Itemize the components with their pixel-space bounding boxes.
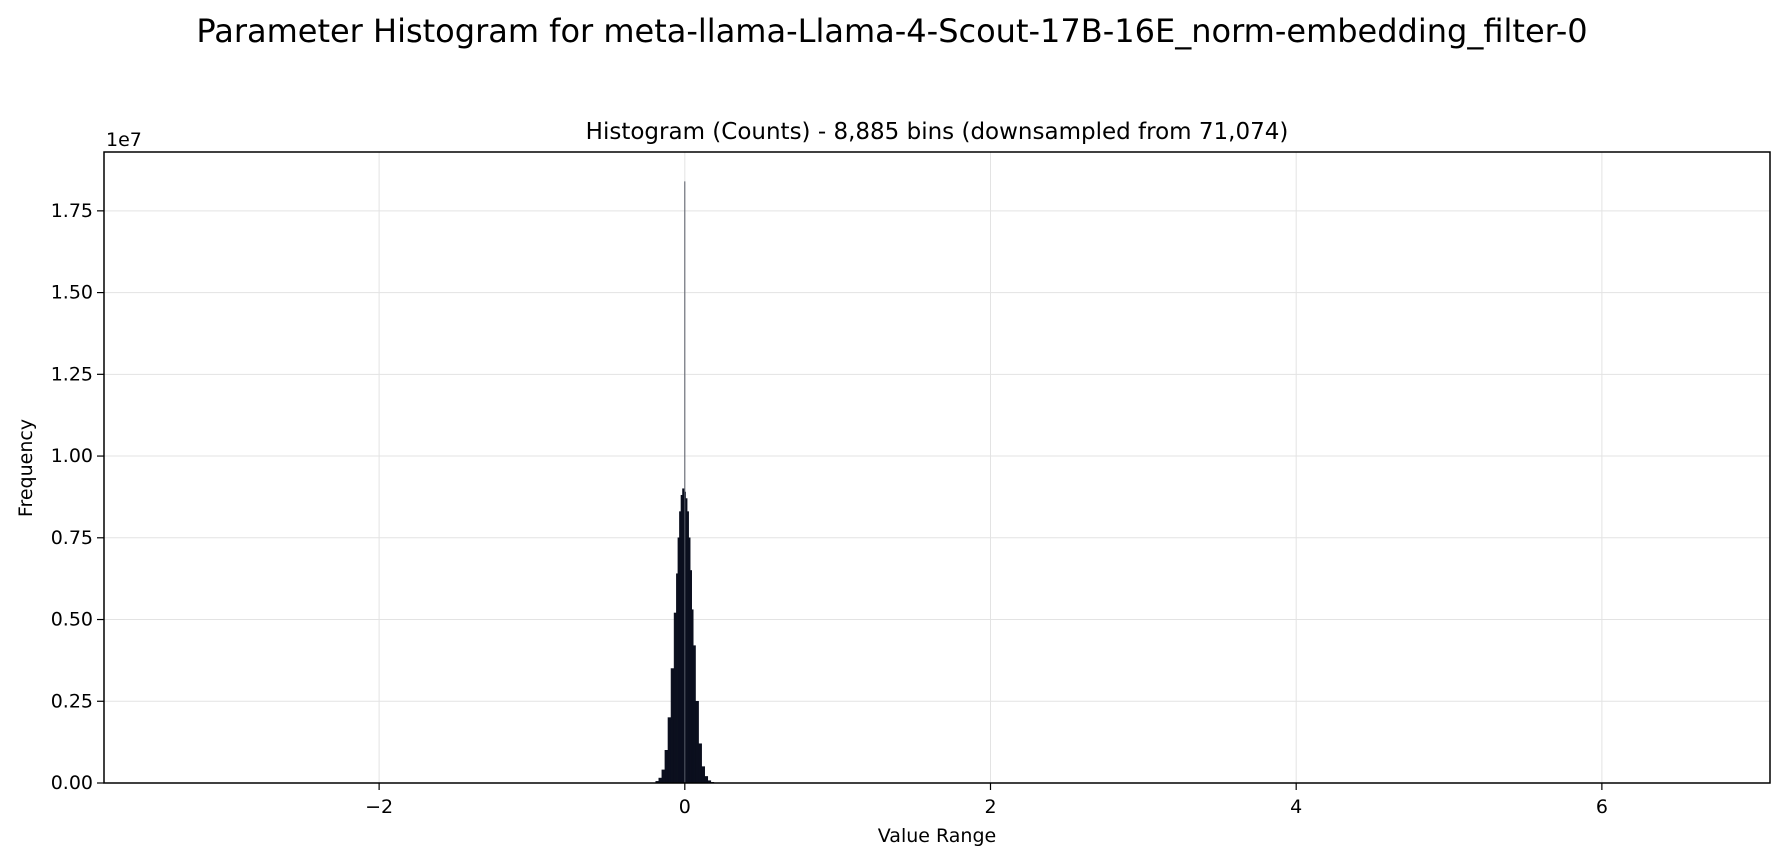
histogram-bar	[701, 766, 705, 784]
y-tick-label: 0.25	[51, 690, 93, 712]
histogram-bar	[661, 769, 666, 784]
histogram-bar	[670, 668, 675, 784]
y-axis-label: Frequency	[15, 419, 37, 517]
y-tick-label: 1.25	[51, 363, 93, 385]
y-tick-label: 0.75	[51, 527, 93, 549]
axis-ticks: −2 0 2 4 6 0.00 0.25 0.50 0.75 1.00 1.25 1.50 1.75	[51, 200, 1608, 818]
y-tick-label: 1.00	[51, 445, 93, 467]
x-tick-label: 0	[679, 796, 691, 818]
histogram-bar	[704, 776, 709, 784]
chart-title: Histogram (Counts) - 8,885 bins (downsam…	[586, 119, 1289, 145]
x-axis-label: Value Range	[878, 825, 996, 847]
y-tick-label: 1.75	[51, 200, 93, 222]
x-tick-label: 2	[984, 796, 996, 818]
histogram-bar	[692, 645, 696, 784]
x-tick-label: 6	[1596, 796, 1608, 818]
y-tick-label: 0.00	[51, 772, 93, 794]
histogram-bar	[673, 612, 677, 784]
y-axis-offset-label: 1e7	[106, 129, 142, 151]
figure-suptitle: Parameter Histogram for meta-llama-Llama…	[196, 12, 1588, 50]
grid-layer	[104, 152, 1770, 783]
y-tick-label: 0.50	[51, 609, 93, 631]
histogram-bar	[695, 700, 699, 784]
histogram-bar	[698, 743, 702, 784]
x-tick-label: 4	[1290, 796, 1302, 818]
histogram-bar	[664, 750, 669, 784]
x-tick-label: −2	[365, 796, 393, 818]
y-tick-label: 1.50	[51, 282, 93, 304]
plot-frame	[103, 151, 1771, 784]
histogram-bars	[655, 181, 715, 784]
histogram-bar	[667, 717, 672, 784]
